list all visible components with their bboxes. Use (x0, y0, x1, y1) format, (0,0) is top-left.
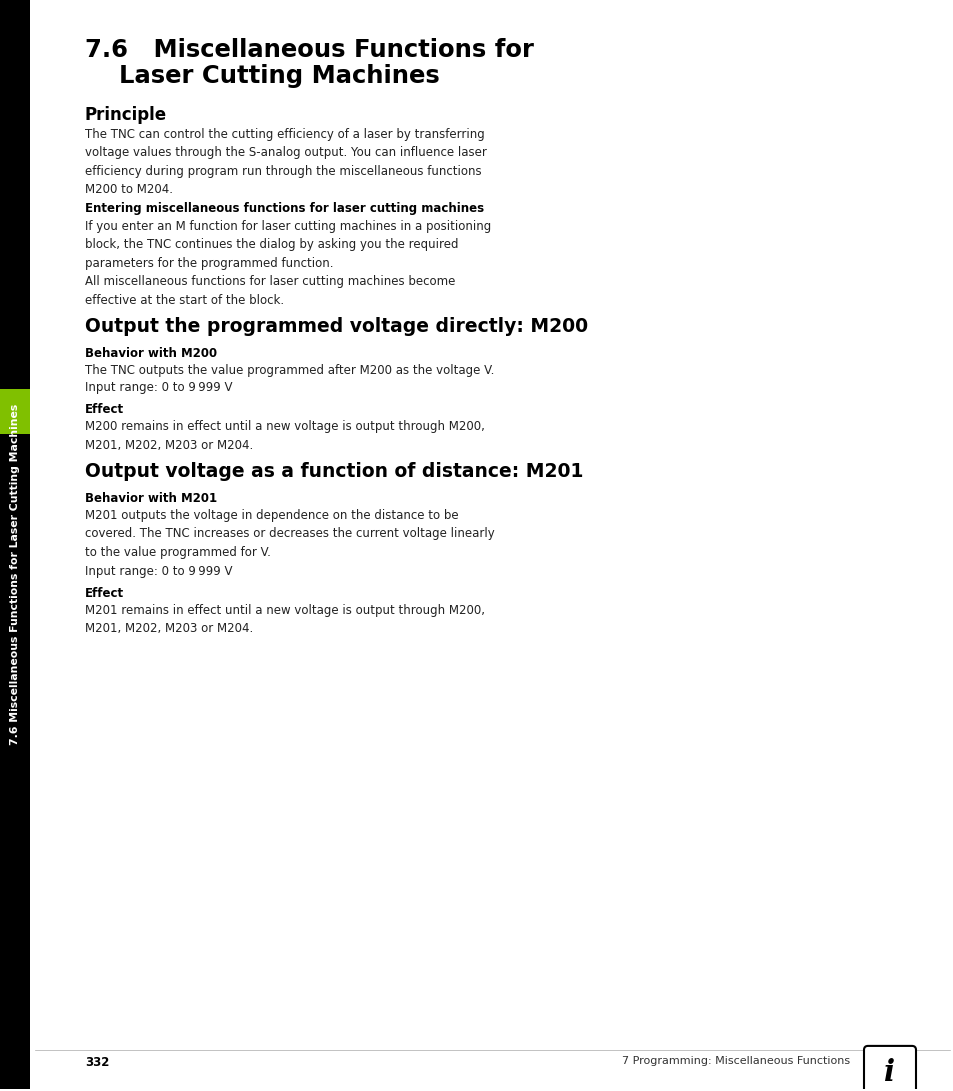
Text: 7 Programming: Miscellaneous Functions: 7 Programming: Miscellaneous Functions (621, 1056, 849, 1066)
Text: Output voltage as a function of distance: M201: Output voltage as a function of distance… (85, 463, 583, 481)
Text: 332: 332 (85, 1056, 110, 1069)
Text: i: i (883, 1058, 895, 1088)
Text: Behavior with M201: Behavior with M201 (85, 492, 217, 505)
Text: M201 remains in effect until a new voltage is output through M200,
M201, M202, M: M201 remains in effect until a new volta… (85, 603, 484, 635)
Text: Principle: Principle (85, 106, 167, 123)
FancyBboxPatch shape (863, 1046, 915, 1091)
Text: 7.6   Miscellaneous Functions for: 7.6 Miscellaneous Functions for (85, 38, 534, 62)
Text: All miscellaneous functions for laser cutting machines become
effective at the s: All miscellaneous functions for laser cu… (85, 275, 455, 307)
Text: Behavior with M200: Behavior with M200 (85, 347, 217, 360)
Bar (0, 389, 30, 434)
Text: If you enter an M function for laser cutting machines in a positioning
block, th: If you enter an M function for laser cut… (85, 219, 491, 269)
Text: Entering miscellaneous functions for laser cutting machines: Entering miscellaneous functions for las… (85, 202, 483, 215)
Bar (0, 0, 30, 1089)
Text: Effect: Effect (85, 404, 124, 416)
Text: Input range: 0 to 9 999 V: Input range: 0 to 9 999 V (85, 381, 233, 394)
Text: The TNC outputs the value programmed after M200 as the voltage V.: The TNC outputs the value programmed aft… (85, 364, 494, 377)
Text: The TNC can control the cutting efficiency of a laser by transferring
voltage va: The TNC can control the cutting efficien… (85, 128, 486, 196)
Text: Effect: Effect (85, 587, 124, 600)
Text: 7.6 Miscellaneous Functions for Laser Cutting Machines: 7.6 Miscellaneous Functions for Laser Cu… (10, 404, 20, 745)
Text: Output the programmed voltage directly: M200: Output the programmed voltage directly: … (85, 317, 587, 336)
Text: M201 outputs the voltage in dependence on the distance to be
covered. The TNC in: M201 outputs the voltage in dependence o… (85, 509, 495, 559)
Text: M200 remains in effect until a new voltage is output through M200,
M201, M202, M: M200 remains in effect until a new volta… (85, 420, 484, 452)
Text: Laser Cutting Machines: Laser Cutting Machines (119, 64, 439, 88)
Text: Input range: 0 to 9 999 V: Input range: 0 to 9 999 V (85, 565, 233, 578)
